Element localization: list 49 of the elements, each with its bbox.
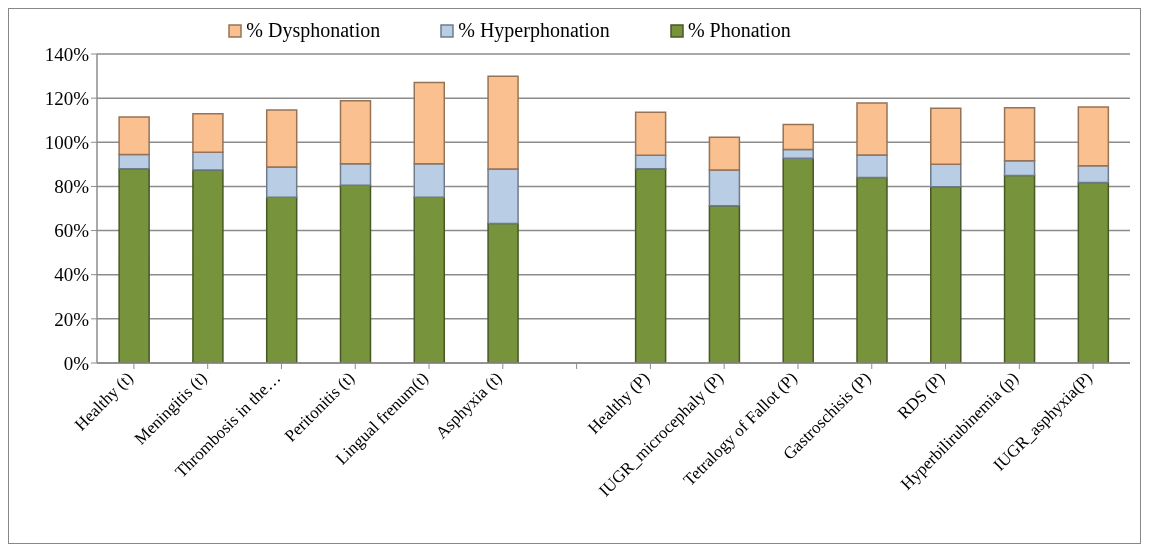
bar [1003, 106, 1036, 162]
bar [118, 153, 150, 170]
bar [930, 107, 962, 166]
y-tick-label: 20% [54, 308, 90, 330]
bar [413, 162, 446, 198]
bar [487, 75, 519, 170]
bar [118, 168, 150, 363]
bar [487, 168, 519, 225]
y-tick-label: 60% [54, 220, 90, 242]
legend-label: % Phonation [687, 19, 791, 42]
bar [1077, 181, 1110, 363]
bar [413, 81, 446, 165]
y-tick-label: 0% [63, 352, 90, 374]
bar [1003, 174, 1036, 363]
bar [782, 123, 814, 151]
y-tick-label: 120% [44, 87, 90, 109]
bar [930, 186, 962, 363]
bar [856, 102, 888, 156]
bar [192, 151, 224, 171]
bar [930, 163, 962, 188]
bar [708, 169, 741, 207]
bar [634, 168, 667, 363]
bar [265, 196, 298, 363]
y-tick-label: 80% [54, 176, 90, 198]
bar [634, 154, 667, 170]
bar [634, 111, 667, 157]
legend-label: % Dysphonation [246, 19, 381, 42]
bar [265, 109, 298, 168]
legend-label: % Hyperphonation [458, 19, 610, 42]
bar [413, 196, 446, 363]
bar [782, 148, 814, 159]
bar [192, 113, 224, 153]
bar [487, 222, 519, 363]
bar [782, 157, 814, 363]
bar [708, 136, 741, 171]
bar [339, 184, 372, 363]
bar [856, 176, 888, 363]
bar [192, 169, 224, 363]
y-tick-label: 100% [44, 132, 90, 154]
bar [118, 116, 150, 156]
bar [856, 154, 888, 179]
bar [265, 166, 298, 198]
bar [1077, 106, 1110, 167]
bar [339, 100, 372, 165]
y-tick-label: 40% [54, 264, 90, 286]
bar [708, 204, 741, 363]
y-tick-label: 140% [44, 43, 90, 65]
bar [339, 162, 372, 187]
bar [1077, 164, 1110, 184]
